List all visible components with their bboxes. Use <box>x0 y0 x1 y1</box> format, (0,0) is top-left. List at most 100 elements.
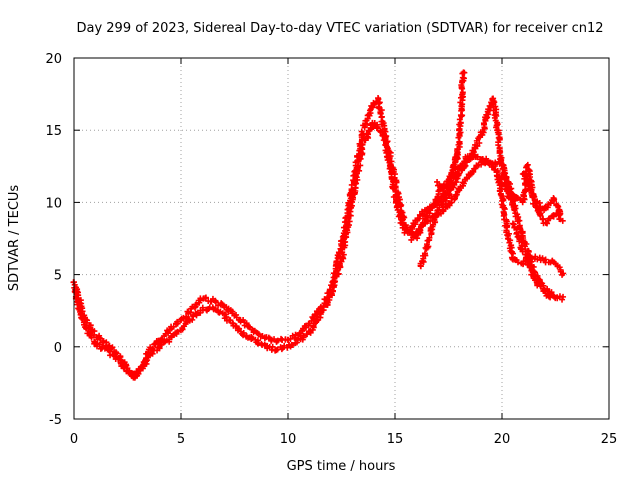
data-point <box>212 298 219 305</box>
data-point <box>545 293 552 300</box>
data-point <box>212 299 219 306</box>
data-point <box>269 343 276 350</box>
data-point <box>320 304 327 311</box>
data-point <box>498 161 505 168</box>
data-point <box>476 139 483 146</box>
data-point <box>174 328 181 335</box>
data-point <box>226 317 233 324</box>
data-point <box>373 125 380 132</box>
data-point <box>356 154 363 161</box>
data-point <box>547 200 554 207</box>
data-point <box>509 220 516 227</box>
data-point <box>121 364 128 371</box>
data-point <box>359 141 366 148</box>
data-point <box>501 206 508 213</box>
data-point <box>453 191 460 198</box>
data-point <box>537 212 544 219</box>
data-point <box>523 163 530 170</box>
data-point <box>335 270 342 277</box>
data-point <box>88 334 95 341</box>
data-point <box>416 226 423 233</box>
data-point <box>498 157 505 164</box>
y-tick-label: -5 <box>49 413 62 428</box>
data-point <box>190 313 197 320</box>
data-point <box>456 138 463 145</box>
x-tick-label: 10 <box>280 432 297 447</box>
data-point <box>530 193 537 200</box>
series-track-e <box>434 150 567 303</box>
data-point <box>559 271 566 278</box>
data-point <box>460 69 467 76</box>
data-point <box>456 116 463 123</box>
data-point <box>559 217 566 224</box>
data-point <box>287 335 294 342</box>
y-tick-label: 0 <box>54 341 62 356</box>
series-track-b <box>71 69 468 381</box>
data-point <box>332 278 339 285</box>
data-point <box>434 178 441 185</box>
data-point <box>193 301 200 308</box>
data-point <box>115 355 122 362</box>
data-point <box>258 340 265 347</box>
x-tick-label: 20 <box>494 432 511 447</box>
data-point <box>509 250 516 257</box>
data-point <box>174 320 181 327</box>
data-point <box>418 221 425 228</box>
data-point <box>452 169 459 176</box>
data-point <box>460 180 467 187</box>
data-point <box>447 179 454 186</box>
x-tick-label: 0 <box>70 432 78 447</box>
series-track-h <box>519 170 564 218</box>
data-point <box>394 206 401 213</box>
data-point <box>419 210 426 217</box>
data-point <box>459 112 466 119</box>
data-point <box>179 326 186 333</box>
data-point <box>409 224 416 231</box>
x-tick-label: 5 <box>177 432 185 447</box>
data-point <box>479 156 486 163</box>
data-point <box>300 332 307 339</box>
data-point <box>353 170 360 177</box>
data-point <box>528 265 535 272</box>
data-point <box>498 176 505 183</box>
data-point <box>519 248 526 255</box>
chart-title: Day 299 of 2023, Sidereal Day-to-day VTE… <box>76 21 603 36</box>
data-point <box>233 311 240 318</box>
series-track-a <box>70 95 461 380</box>
data-point <box>550 197 557 204</box>
data-point <box>457 94 464 101</box>
data-point <box>426 234 433 241</box>
data-point <box>240 332 247 339</box>
series-track-g <box>509 220 554 301</box>
data-point <box>450 162 457 169</box>
data-point <box>429 223 436 230</box>
y-tick-label: 15 <box>45 124 62 139</box>
y-tick-label: 20 <box>45 52 62 67</box>
data-point <box>557 210 564 217</box>
data-point <box>503 174 510 181</box>
data-point <box>358 144 365 151</box>
data-point <box>143 358 150 365</box>
data-point <box>390 185 397 192</box>
data-point <box>537 282 544 289</box>
plot-frame <box>73 57 610 420</box>
data-point <box>502 182 509 189</box>
data-point <box>135 370 142 377</box>
data-point <box>445 190 452 197</box>
data-point <box>183 313 190 320</box>
x-axis-label: GPS time / hours <box>287 459 396 474</box>
data-point <box>124 367 131 374</box>
data-point <box>377 110 384 117</box>
data-point <box>291 334 298 341</box>
data-point <box>334 267 341 274</box>
y-tick-label: 10 <box>45 196 62 211</box>
grid-lines <box>74 58 609 419</box>
data-point <box>369 104 376 111</box>
data-point <box>393 204 400 211</box>
data-point <box>492 103 499 110</box>
data-point <box>440 208 447 215</box>
data-point <box>329 292 336 299</box>
data-point <box>202 294 209 301</box>
data-point <box>560 293 567 300</box>
